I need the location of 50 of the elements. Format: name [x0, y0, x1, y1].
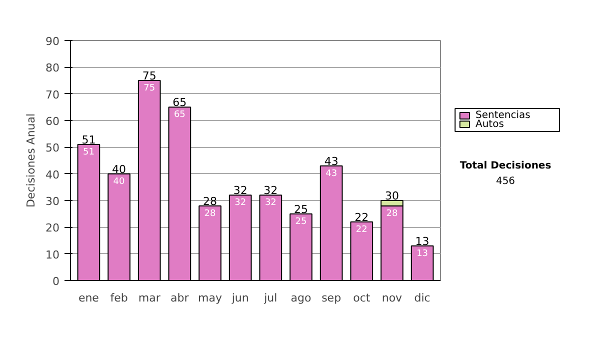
data-label: 13: [416, 248, 428, 259]
total-label: 32: [233, 184, 248, 198]
total-label: 75: [142, 70, 156, 82]
data-label: 32: [234, 198, 246, 208]
data-label: 28: [204, 208, 216, 219]
x-tick-label: sep: [322, 292, 342, 304]
x-tick-label: feb: [110, 292, 128, 304]
data-label: 51: [82, 148, 94, 158]
data-label: 32: [264, 198, 276, 208]
data-label: 28: [386, 208, 398, 219]
total-label: 25: [294, 202, 308, 216]
x-tick-label: ago: [290, 292, 312, 304]
y-tick-label: 20: [46, 222, 60, 235]
total-label: 13: [415, 234, 430, 248]
total-label: 65: [172, 96, 187, 110]
x-tick-label: may: [198, 292, 222, 304]
total-label: 40: [112, 162, 126, 176]
data-label: 40: [113, 176, 126, 187]
total-label: 22: [354, 210, 369, 224]
y-tick-label: 90: [46, 35, 60, 48]
x-tick-label: nov: [382, 292, 403, 304]
y-tick-label: 50: [46, 142, 60, 155]
total-label: 43: [324, 154, 338, 168]
total-label: 32: [264, 184, 278, 198]
x-tick-label: mar: [138, 292, 161, 304]
x-tick-label: dic: [414, 292, 430, 304]
x-tick-label: jul: [263, 292, 278, 304]
data-label: 43: [326, 168, 338, 179]
y-tick-label: 0: [52, 275, 60, 288]
y-tick-label: 40: [46, 168, 60, 182]
x-tick-label: ene: [78, 292, 100, 304]
total-label: 51: [82, 134, 96, 146]
data-label: 25: [295, 216, 307, 227]
total-label: 30: [384, 190, 399, 202]
data-label: 22: [356, 224, 368, 235]
data-label: 75: [144, 84, 156, 94]
y-axis-title: Decisiones Anual: [24, 113, 38, 208]
x-tick-label: jun: [230, 292, 249, 304]
text: Total Decisiones: [460, 160, 552, 172]
y-tick-label: 80: [46, 62, 60, 75]
y-tick-label: 10: [46, 248, 60, 262]
y-tick-label: 70: [46, 88, 60, 102]
legend-label: Autos: [476, 118, 504, 130]
data-label: 65: [174, 110, 186, 120]
y-tick-label: 30: [46, 195, 60, 208]
y-tick-label: 60: [46, 115, 60, 128]
text: 456: [496, 176, 516, 188]
x-tick-label: abr: [170, 292, 190, 304]
total-label: 28: [203, 194, 218, 208]
x-tick-label: oct: [353, 292, 371, 304]
